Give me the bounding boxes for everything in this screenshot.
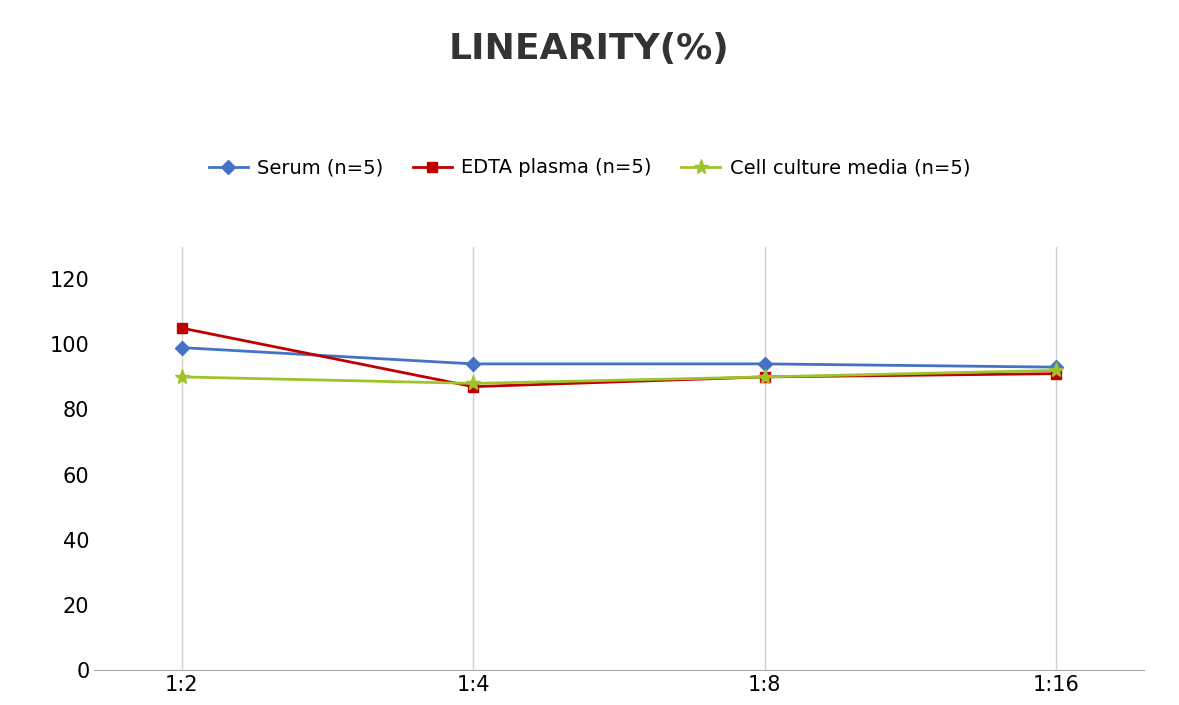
Cell culture media (n=5) [1049,366,1063,374]
Cell culture media (n=5) [758,373,772,381]
Text: LINEARITY(%): LINEARITY(%) [449,32,730,66]
Serum (n=5) [466,360,480,368]
EDTA plasma (n=5) [1049,369,1063,378]
EDTA plasma (n=5) [174,324,189,332]
Serum (n=5) [174,343,189,352]
Legend: Serum (n=5), EDTA plasma (n=5), Cell culture media (n=5): Serum (n=5), EDTA plasma (n=5), Cell cul… [200,151,979,185]
Serum (n=5) [758,360,772,368]
Line: Serum (n=5): Serum (n=5) [177,343,1061,372]
Line: Cell culture media (n=5): Cell culture media (n=5) [174,363,1063,391]
Line: EDTA plasma (n=5): EDTA plasma (n=5) [177,323,1061,391]
Cell culture media (n=5) [174,373,189,381]
Serum (n=5) [1049,363,1063,372]
Cell culture media (n=5) [466,379,480,388]
EDTA plasma (n=5) [466,382,480,391]
EDTA plasma (n=5) [758,373,772,381]
